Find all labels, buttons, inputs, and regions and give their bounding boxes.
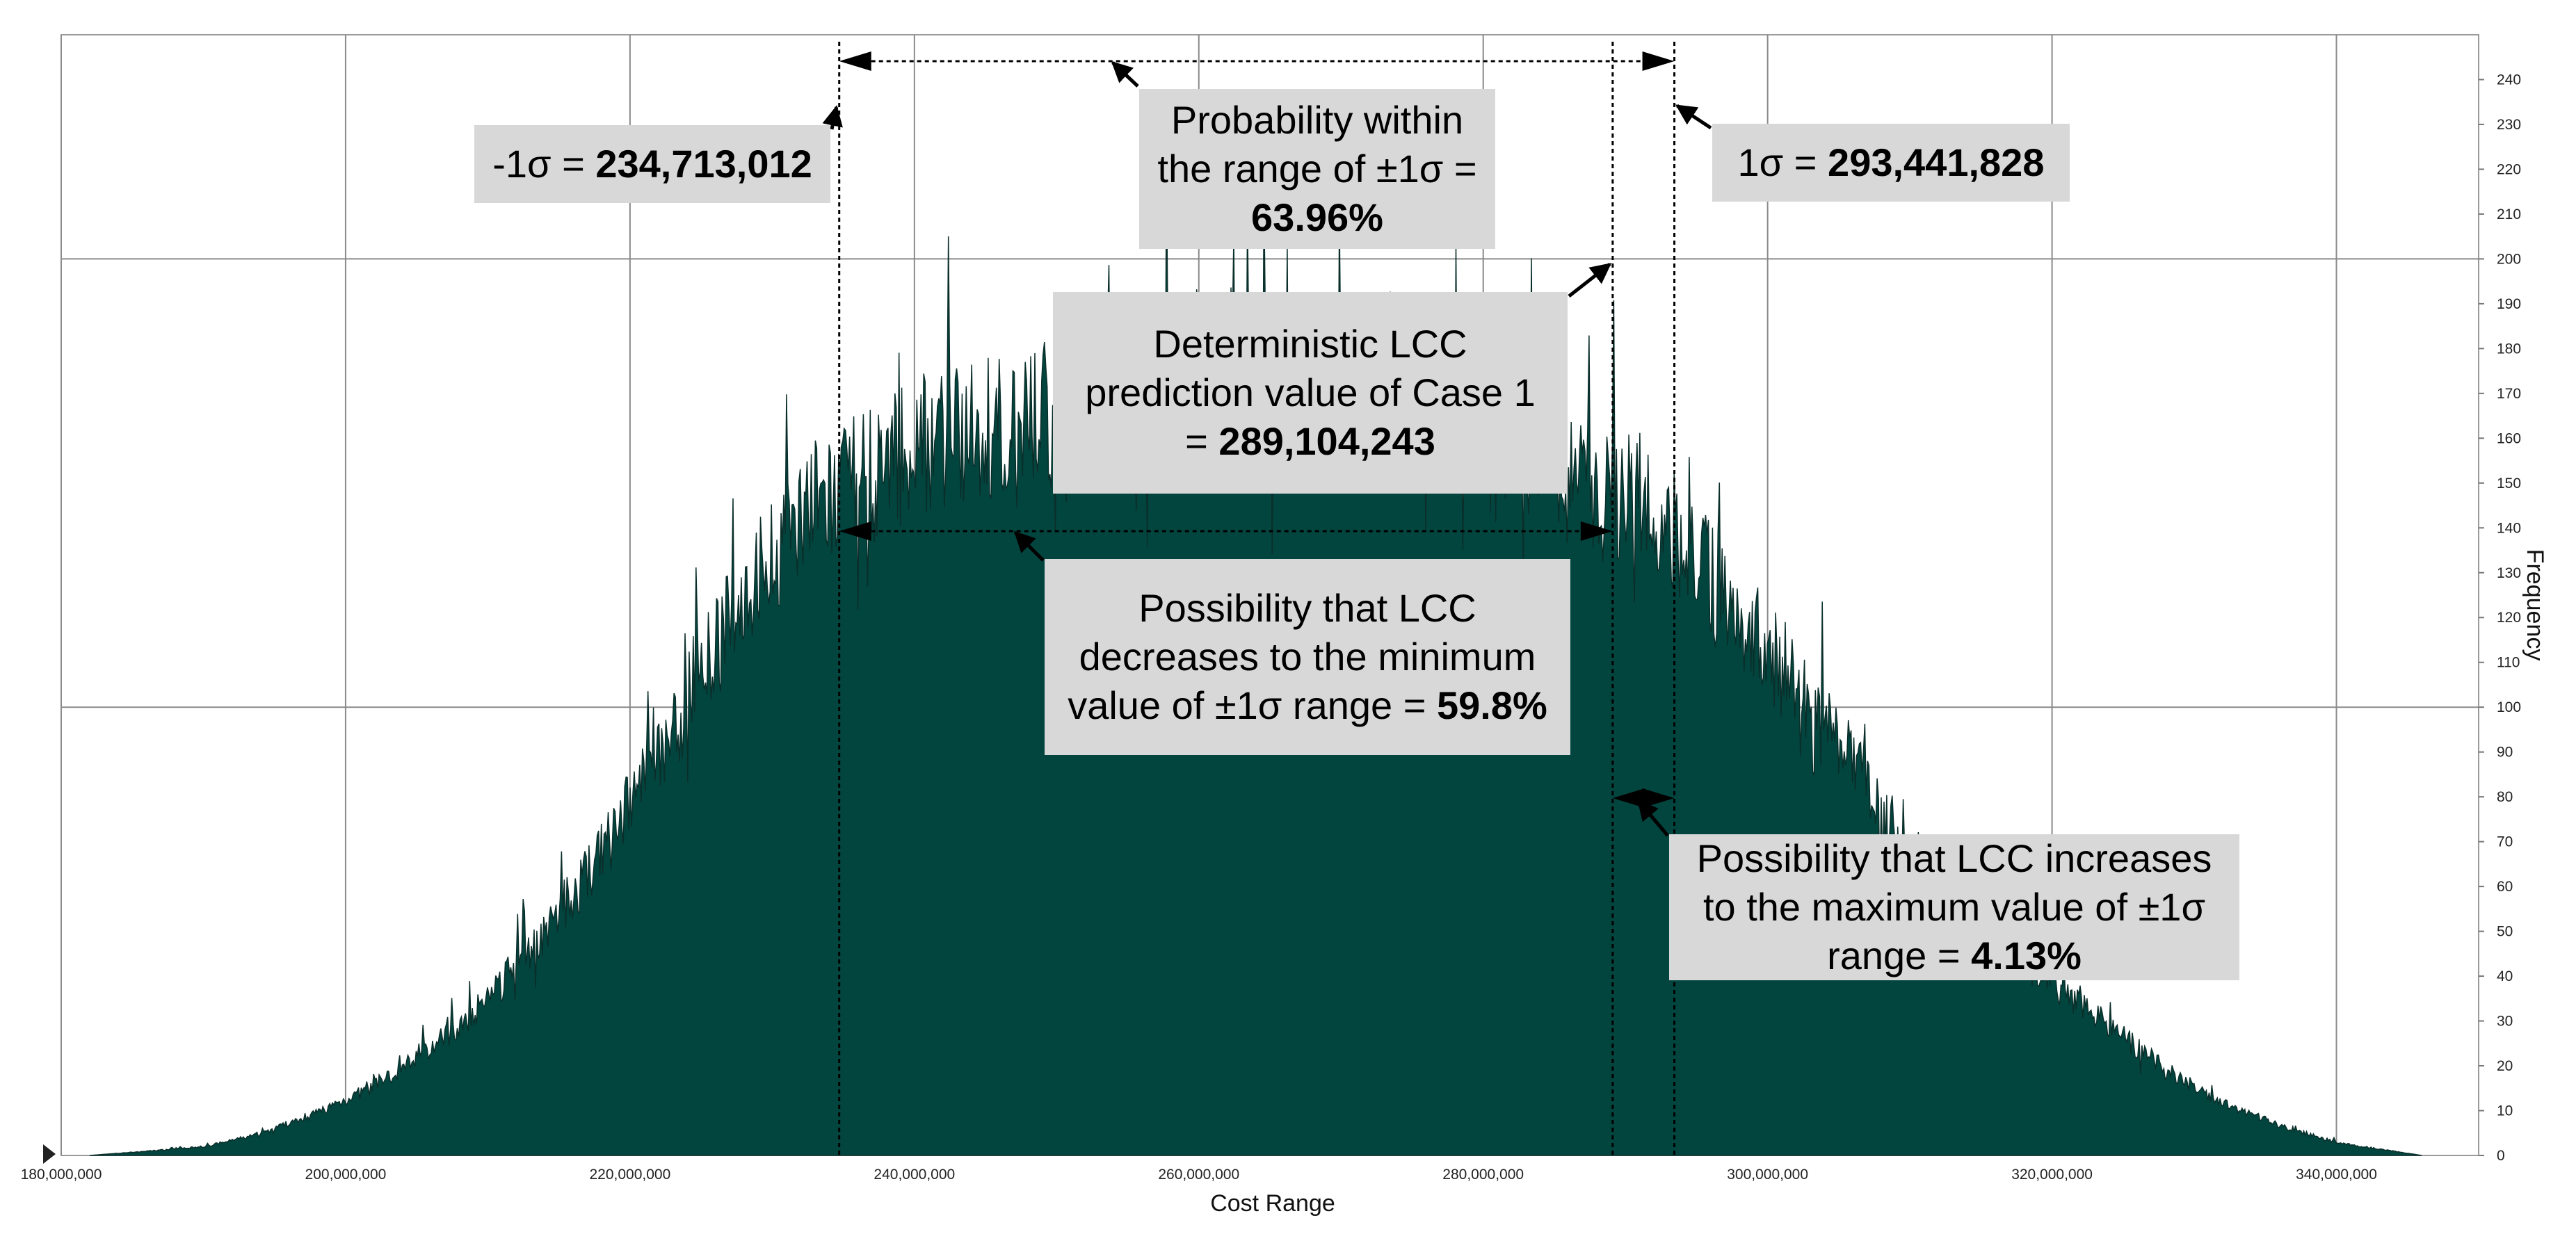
probability-value: 63.96% [1251,195,1383,239]
sigma-range-arrow-head-right [1642,51,1675,71]
y-tick-label: 240 [2497,72,2521,88]
sigma-range-arrow [839,51,1675,71]
increase-pointer [1637,799,1669,837]
y-tick-label: 170 [2497,386,2521,402]
increase-line2: to the maximum value of ±1σ [1702,885,2206,929]
y-tick-label: 110 [2497,655,2520,671]
minus-sigma-text: -1σ = 234,713,012 [492,142,812,186]
y-tick-label: 20 [2497,1058,2513,1074]
decrease-range-arrow [839,521,1613,541]
y-tick-label: 150 [2497,476,2521,492]
y-tick-label: 210 [2497,206,2521,222]
increase-box: Possibility that LCC increases to the ma… [1669,834,2239,980]
left-axis-marker [43,1144,56,1164]
increase-line3: range = 4.13% [1827,934,2082,977]
y-tick-label: 200 [2497,251,2521,267]
y-axis-label: Frequency [2522,549,2548,661]
x-tick-label: 320,000,000 [2011,1167,2093,1183]
decrease-pointer [1013,530,1045,562]
plus-sigma-pointer [1675,104,1712,130]
deterministic-pointer [1568,263,1612,298]
plus-sigma-text: 1σ = 293,441,828 [1737,140,2045,184]
y-tick-label: 40 [2497,968,2513,984]
y-tick-label: 120 [2497,610,2521,626]
x-tick-label: 200,000,000 [305,1167,387,1183]
decrease-line2: decreases to the minimum [1079,635,1536,679]
minus-sigma-box: -1σ = 234,713,012 [474,125,830,203]
probability-line1: Probability within [1170,98,1464,142]
plus-sigma-box: 1σ = 293,441,828 [1712,124,2070,202]
probability-pointer [1111,60,1139,88]
x-axis-label: Cost Range [1210,1190,1335,1217]
decrease-box: Possibility that LCC decreases to the mi… [1045,559,1570,755]
y-tick-label: 130 [2497,565,2521,581]
y-tick-label: 90 [2497,745,2513,761]
increase-line1: Possibility that LCC increases [1696,836,2212,880]
pointer-arrows [822,60,1712,837]
decrease-range-arrow-head-right [1580,521,1613,541]
y-tick-label: 70 [2497,834,2513,850]
decrease-line3: value of ±1σ range = 59.8% [1068,683,1547,727]
y-tick-label: 50 [2497,924,2513,940]
y-tick-label: 10 [2497,1103,2513,1119]
x-tick-label: 300,000,000 [1727,1167,1808,1183]
y-tick-label: 0 [2497,1148,2505,1164]
y-tick-label: 230 [2497,117,2521,133]
probability-box: Probability within the range of ±1σ = 63… [1139,89,1495,249]
y-tick-label: 30 [2497,1014,2513,1030]
x-tick-label: 340,000,000 [2296,1167,2377,1183]
y-tick-label: 100 [2497,699,2521,715]
y-tick-label: 190 [2497,296,2521,312]
x-tick-label: 240,000,000 [874,1167,955,1183]
decrease-line1: Possibility that LCC [1138,586,1476,630]
minus-sigma-pointer [822,105,843,130]
deterministic-line2: prediction value of Case 1 [1085,371,1536,414]
sigma-range-arrow-head-left [839,51,871,71]
y-tick-label: 60 [2497,879,2513,895]
x-tick-label: 280,000,000 [1442,1167,1524,1183]
probability-line2: the range of ±1σ = [1157,147,1477,190]
y-tick-label: 160 [2497,430,2521,446]
deterministic-box: Deterministic LCC prediction value of Ca… [1053,292,1568,494]
deterministic-line3: = 289,104,243 [1185,419,1435,463]
x-tick-label: 260,000,000 [1158,1167,1239,1183]
y-tick-label: 80 [2497,789,2513,805]
y-tick-label: 180 [2497,341,2521,357]
y-tick-label: 140 [2497,520,2521,536]
x-tick-label: 220,000,000 [589,1167,670,1183]
x-tick-label: 180,000,000 [21,1167,102,1183]
y-tick-label: 220 [2497,161,2521,177]
deterministic-line1: Deterministic LCC [1153,322,1467,366]
decrease-range-arrow-head-left [839,521,871,541]
x-tick-labels: 180,000,000 200,000,000 220,000,000 240,000… [21,1167,2377,1183]
range-arrows [839,51,1675,808]
increase-range-arrow-head-left [1612,788,1645,808]
y-tick-labels: 0 10 20 30 40 50 60 70 80 90 100 110 120 130 140 150 160… [2479,72,2521,1164]
